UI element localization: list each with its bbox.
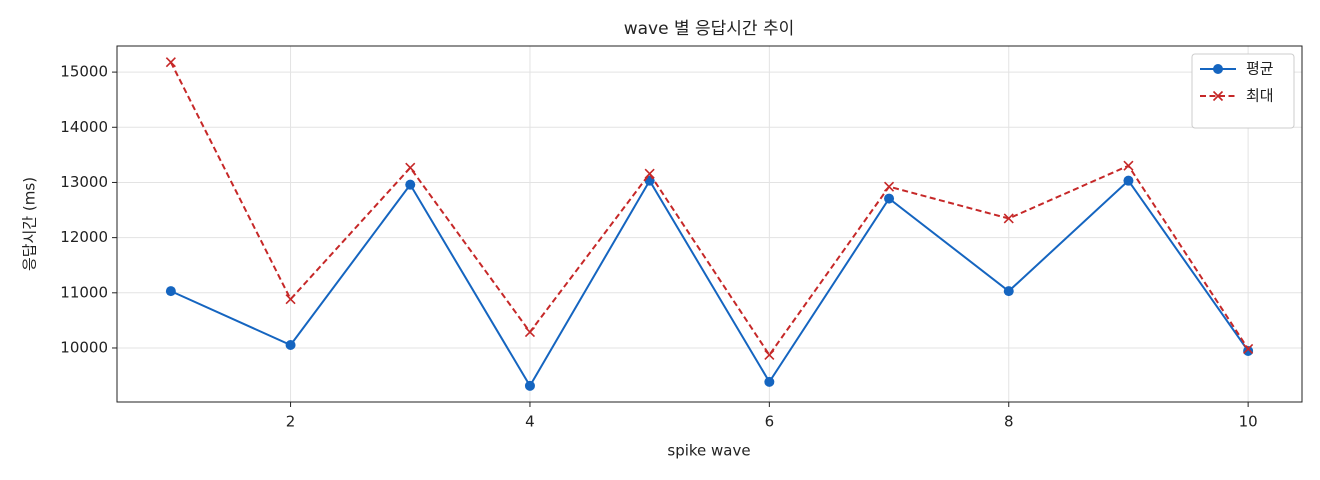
y-tick-label: 12000 — [60, 228, 108, 246]
x-axis-label: spike wave — [667, 442, 750, 460]
marker — [1003, 213, 1014, 224]
legend-label: 평균 — [1246, 60, 1274, 78]
x-tick-label: 10 — [1239, 413, 1258, 431]
legend-box — [1191, 53, 1295, 129]
y-tick-label: 14000 — [60, 118, 108, 136]
legend-marker — [1212, 90, 1224, 102]
marker — [764, 376, 775, 387]
marker — [165, 57, 176, 68]
x-tick-label: 2 — [286, 413, 296, 431]
y-tick-label: 10000 — [60, 338, 108, 356]
line — [169, 61, 1249, 357]
marker — [883, 181, 895, 192]
marker — [285, 294, 296, 305]
x-tick-label: 6 — [765, 413, 775, 431]
marker — [524, 380, 535, 391]
marker — [405, 162, 416, 173]
marker — [644, 168, 655, 179]
legend-label: 최대 — [1246, 87, 1274, 105]
y-tick-label: 15000 — [60, 63, 108, 81]
y-tick-label: 11000 — [60, 283, 108, 301]
marker — [285, 340, 296, 351]
marker — [524, 326, 536, 338]
x-tick-label: 8 — [1004, 413, 1014, 431]
marker — [764, 349, 775, 360]
marker — [1123, 175, 1134, 186]
line — [170, 178, 1249, 388]
y-axis-label: 응답시간 (ms) — [21, 177, 39, 271]
chart-title: wave 별 응답시간 추이 — [624, 19, 795, 39]
marker — [1003, 286, 1014, 297]
marker — [1123, 160, 1134, 171]
y-tick-label: 13000 — [60, 173, 108, 191]
legend-marker — [1213, 64, 1223, 74]
marker — [884, 193, 895, 204]
marker — [1243, 345, 1254, 356]
marker — [405, 179, 416, 190]
marker — [1243, 343, 1254, 355]
plot-frame — [116, 45, 1303, 403]
x-tick-label: 4 — [525, 413, 535, 431]
marker — [165, 286, 176, 297]
